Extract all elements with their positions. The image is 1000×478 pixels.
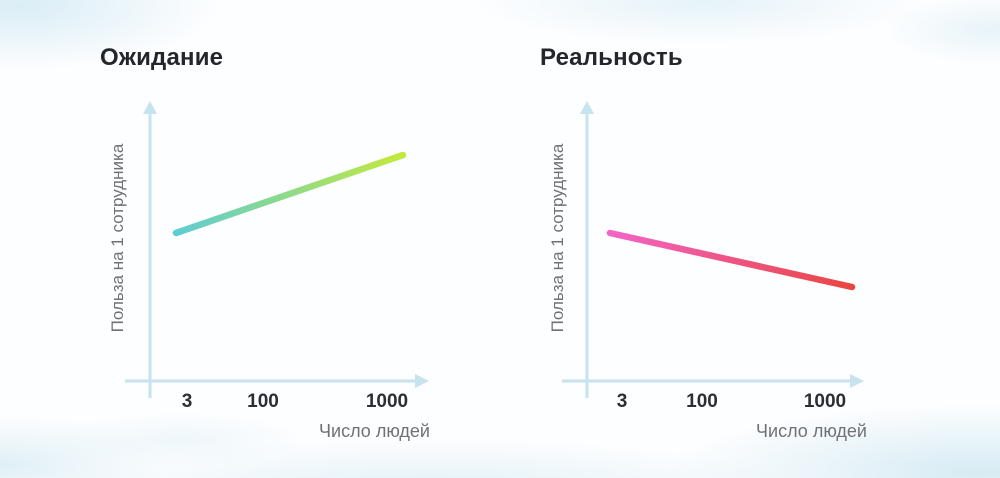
expectation-axes <box>125 101 429 398</box>
expectation-chart-title: Ожидание <box>100 44 224 71</box>
expectation-x-tick-1000: 1000 <box>365 391 409 412</box>
reality-x-tick-3: 3 <box>616 391 628 412</box>
expectation-trend-line <box>172 151 407 237</box>
reality-axes <box>562 101 864 398</box>
reality-trend-line <box>606 229 856 291</box>
expectation-x-tick-100: 100 <box>247 391 279 412</box>
reality-x-axis-label: Число людей <box>756 421 867 441</box>
expectation-x-tick-3: 3 <box>181 391 193 412</box>
expectation-y-axis-label: Польза на 1 сотрудника <box>108 143 127 333</box>
reality-x-tick-1000: 1000 <box>803 391 847 412</box>
reality-x-tick-100: 100 <box>686 391 718 412</box>
expectation-x-axis-label: Число людей <box>319 421 430 441</box>
expectation-y-axis-arrow-icon <box>143 101 157 114</box>
expectation-x-axis-arrow-icon <box>415 374 429 388</box>
reality-x-axis-arrow-icon <box>850 374 864 388</box>
reality-y-axis-arrow-icon <box>580 101 594 114</box>
reality-chart-title: Реальность <box>540 44 683 71</box>
reality-y-axis-label: Польза на 1 сотрудника <box>548 143 567 333</box>
